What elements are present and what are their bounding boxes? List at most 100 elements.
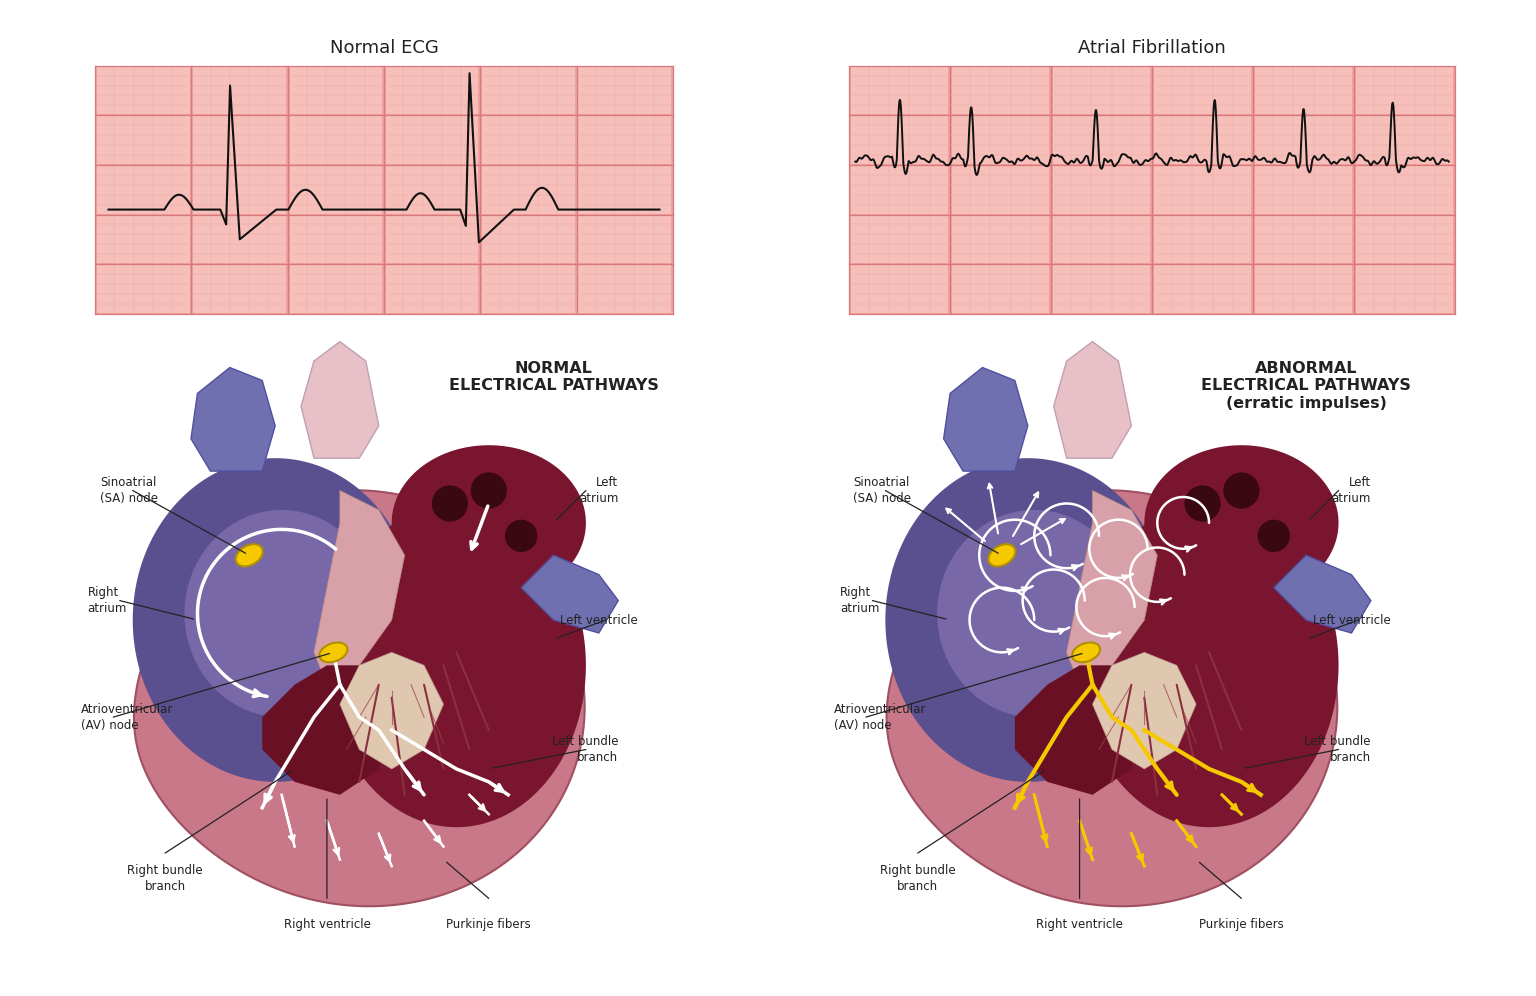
Text: Right bundle
branch: Right bundle branch: [880, 865, 955, 893]
Polygon shape: [339, 652, 444, 769]
Bar: [1154, 165, 1252, 213]
Bar: [97, 117, 189, 164]
Bar: [194, 67, 286, 115]
Circle shape: [470, 472, 507, 509]
Polygon shape: [1273, 555, 1372, 633]
Polygon shape: [521, 555, 619, 633]
Bar: [579, 165, 671, 213]
Bar: [386, 67, 478, 115]
Bar: [1052, 117, 1150, 164]
Bar: [1154, 215, 1252, 263]
Polygon shape: [313, 490, 404, 684]
Bar: [1356, 165, 1453, 213]
Text: Left ventricle: Left ventricle: [1313, 614, 1390, 626]
Bar: [579, 67, 671, 115]
Text: Atrioventricular
(AV) node: Atrioventricular (AV) node: [834, 702, 926, 732]
Circle shape: [1223, 472, 1260, 509]
Circle shape: [505, 520, 538, 552]
Text: ABNORMAL
ELECTRICAL PATHWAYS
(erratic impulses): ABNORMAL ELECTRICAL PATHWAYS (erratic im…: [1201, 361, 1412, 410]
Text: Atrioventricular
(AV) node: Atrioventricular (AV) node: [81, 702, 174, 732]
Bar: [386, 215, 478, 263]
Bar: [386, 117, 478, 164]
Polygon shape: [1092, 652, 1197, 769]
Bar: [194, 265, 286, 313]
Bar: [851, 165, 948, 213]
Bar: [952, 265, 1049, 313]
Bar: [482, 117, 574, 164]
Text: Right
atrium: Right atrium: [840, 586, 880, 616]
Circle shape: [432, 485, 468, 522]
Polygon shape: [132, 458, 418, 782]
Polygon shape: [1144, 445, 1338, 601]
Bar: [1154, 265, 1252, 313]
Bar: [95, 66, 673, 314]
Text: Atrial Fibrillation: Atrial Fibrillation: [1078, 39, 1226, 57]
Text: Left bundle
branch: Left bundle branch: [551, 735, 619, 764]
Bar: [290, 117, 382, 164]
Bar: [290, 215, 382, 263]
Circle shape: [1258, 520, 1290, 552]
Polygon shape: [263, 665, 392, 795]
Bar: [1356, 117, 1453, 164]
Text: Normal ECG: Normal ECG: [330, 39, 438, 57]
Text: Purkinje fibers: Purkinje fibers: [447, 917, 531, 931]
Ellipse shape: [235, 544, 263, 567]
Bar: [851, 67, 948, 115]
Bar: [1255, 67, 1352, 115]
Text: NORMAL
ELECTRICAL PATHWAYS: NORMAL ELECTRICAL PATHWAYS: [449, 361, 659, 393]
Polygon shape: [392, 445, 585, 601]
Bar: [1052, 265, 1150, 313]
Bar: [849, 66, 1455, 314]
Bar: [97, 265, 189, 313]
Bar: [290, 165, 382, 213]
Bar: [579, 215, 671, 263]
Circle shape: [1184, 485, 1221, 522]
Text: Purkinje fibers: Purkinje fibers: [1200, 917, 1284, 931]
Polygon shape: [190, 368, 275, 471]
Text: Left ventricle: Left ventricle: [561, 614, 637, 626]
Text: Right
atrium: Right atrium: [88, 586, 127, 616]
Bar: [1154, 67, 1252, 115]
Text: Left
atrium: Left atrium: [579, 476, 619, 505]
Bar: [579, 117, 671, 164]
Ellipse shape: [988, 544, 1015, 567]
Bar: [1255, 265, 1352, 313]
Bar: [1255, 215, 1352, 263]
Bar: [1356, 215, 1453, 263]
Bar: [386, 165, 478, 213]
Bar: [194, 215, 286, 263]
Bar: [1356, 67, 1453, 115]
Ellipse shape: [1072, 642, 1100, 662]
Polygon shape: [937, 510, 1132, 717]
Bar: [1052, 165, 1150, 213]
Ellipse shape: [319, 642, 347, 662]
Bar: [851, 117, 948, 164]
Bar: [851, 265, 948, 313]
Bar: [1052, 67, 1150, 115]
Polygon shape: [1080, 504, 1338, 827]
Bar: [1255, 165, 1352, 213]
Bar: [194, 165, 286, 213]
Polygon shape: [134, 490, 585, 906]
Bar: [482, 265, 574, 313]
Bar: [97, 215, 189, 263]
Text: Sinoatrial
(SA) node: Sinoatrial (SA) node: [852, 476, 911, 505]
Bar: [482, 215, 574, 263]
Polygon shape: [327, 504, 585, 827]
Bar: [952, 67, 1049, 115]
Text: Sinoatrial
(SA) node: Sinoatrial (SA) node: [100, 476, 158, 505]
Text: Right bundle
branch: Right bundle branch: [127, 865, 203, 893]
Bar: [1154, 117, 1252, 164]
Bar: [1052, 215, 1150, 263]
Polygon shape: [1054, 342, 1132, 458]
Bar: [952, 165, 1049, 213]
Text: Left bundle
branch: Left bundle branch: [1304, 735, 1372, 764]
Bar: [579, 265, 671, 313]
Polygon shape: [184, 510, 379, 717]
Polygon shape: [885, 458, 1170, 782]
Bar: [482, 165, 574, 213]
Polygon shape: [1066, 490, 1157, 684]
Bar: [952, 215, 1049, 263]
Bar: [952, 117, 1049, 164]
Bar: [851, 215, 948, 263]
